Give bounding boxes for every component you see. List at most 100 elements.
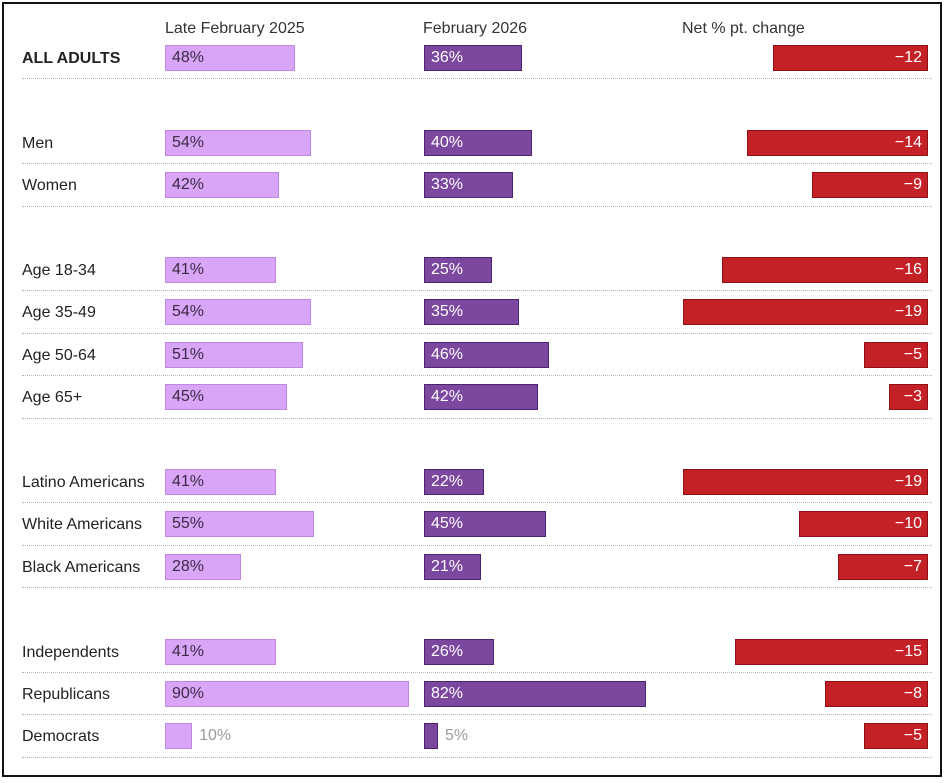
value-net-change: −14 (894, 133, 922, 151)
bar-late-february-2025 (165, 553, 241, 580)
value-february-2026: 25% (431, 261, 464, 278)
bar-net-change (863, 723, 928, 750)
row-divider (22, 672, 932, 673)
bar-net-change (824, 681, 928, 707)
bar-february-2026 (424, 299, 519, 326)
header-february-2026: February 2026 (423, 20, 528, 37)
value-net-change: −7 (903, 557, 922, 575)
value-net-change: −8 (903, 685, 922, 702)
row-divider (22, 205, 932, 207)
bar-february-2026 (424, 257, 492, 283)
bar-net-change (734, 638, 928, 665)
bar-net-change (837, 553, 928, 580)
value-february-2026: 35% (431, 303, 464, 321)
bar-late-february-2025 (165, 129, 312, 156)
value-late-february-2025: 90% (172, 685, 205, 702)
bar-net-change (889, 384, 928, 411)
row-divider (22, 375, 932, 377)
row-divider (22, 714, 932, 716)
row-label: Age 18-34 (22, 262, 96, 279)
row-white-americans: White Americans 55% 45% −10 (22, 503, 932, 545)
row-label: Age 50-64 (22, 346, 96, 364)
value-net-change: −16 (894, 261, 922, 278)
value-net-change: −19 (894, 473, 922, 490)
bar-february-2026 (424, 45, 522, 71)
bar-late-february-2025 (165, 681, 409, 707)
row-divider (22, 417, 932, 419)
row-divider (22, 163, 932, 165)
value-late-february-2025: 45% (172, 388, 205, 406)
bar-net-change (863, 341, 928, 368)
value-late-february-2025: 55% (172, 515, 205, 533)
bar-february-2026 (424, 681, 647, 707)
bar-late-february-2025 (165, 45, 296, 71)
value-february-2026: 82% (431, 685, 464, 702)
row-divider (22, 78, 932, 80)
bar-february-2026 (424, 553, 481, 580)
row-label: Republicans (22, 686, 111, 703)
bar-late-february-2025 (165, 172, 279, 199)
bar-february-2026 (424, 638, 495, 665)
value-late-february-2025: 41% (172, 642, 205, 660)
row-label: Independents (22, 643, 119, 661)
row-women: Women 42% 33% −9 (22, 164, 932, 206)
bar-february-2026 (424, 723, 438, 750)
row-all-adults: ALL ADULTS 48% 36% −12 (22, 37, 932, 79)
value-february-2026: 26% (431, 642, 464, 660)
bar-late-february-2025 (165, 341, 304, 368)
bar-late-february-2025 (165, 511, 315, 538)
value-february-2026: 33% (431, 176, 464, 194)
bar-late-february-2025 (165, 723, 193, 750)
bar-late-february-2025 (165, 469, 277, 495)
row-republicans: Republicans 90% 82% −8 (22, 673, 932, 715)
bar-february-2026 (424, 341, 549, 368)
row-label: ALL ADULTS (22, 50, 121, 67)
bar-late-february-2025 (165, 257, 277, 283)
value-february-2026: 36% (431, 49, 464, 66)
row-label: Men (22, 134, 54, 152)
value-february-2026: 22% (431, 473, 464, 490)
bar-net-change (721, 257, 928, 283)
row-democrats: Democrats 10% 5% −5 (22, 715, 932, 757)
value-late-february-2025: 54% (172, 303, 205, 321)
row-age-18-34: Age 18-34 41% 25% −16 (22, 249, 932, 291)
row-divider (22, 587, 932, 589)
value-net-change: −3 (903, 388, 922, 406)
bar-net-change (747, 129, 928, 156)
bar-february-2026 (424, 129, 533, 156)
value-net-change: −10 (894, 515, 922, 533)
row-latino-americans: Latino Americans 41% 22% −19 (22, 461, 932, 503)
row-label: White Americans (22, 516, 143, 534)
row-divider (22, 332, 932, 334)
value-late-february-2025: 48% (172, 49, 205, 66)
value-late-february-2025: 10% (199, 727, 232, 745)
value-late-february-2025: 41% (172, 261, 205, 278)
value-february-2026: 42% (431, 388, 464, 406)
value-late-february-2025: 54% (172, 133, 205, 151)
bar-net-change (799, 511, 928, 538)
value-late-february-2025: 51% (172, 345, 205, 363)
row-age-35-49: Age 35-49 54% 35% −19 (22, 291, 932, 333)
value-net-change: −5 (903, 345, 922, 363)
row-label: Age 65+ (22, 389, 83, 407)
value-net-change: −9 (903, 176, 922, 194)
value-february-2026: 45% (431, 515, 464, 533)
bar-net-change (682, 469, 928, 495)
bar-net-change (773, 45, 928, 71)
value-february-2026: 40% (431, 133, 464, 151)
row-age-50-64: Age 50-64 51% 46% −5 (22, 334, 932, 376)
value-february-2026: 46% (431, 345, 464, 363)
row-men: Men 54% 40% −14 (22, 122, 932, 164)
row-age-65: Age 65+ 45% 42% −3 (22, 376, 932, 418)
bar-late-february-2025 (165, 384, 287, 411)
bar-february-2026 (424, 511, 546, 538)
bar-net-change (682, 299, 928, 326)
row-divider (22, 502, 932, 504)
header-net-change: Net % pt. change (682, 20, 805, 37)
row-label: Women (22, 177, 77, 195)
value-net-change: −5 (903, 727, 922, 745)
value-february-2026: 5% (445, 727, 469, 745)
row-independents: Independents 41% 26% −15 (22, 631, 932, 673)
bar-february-2026 (424, 469, 484, 495)
